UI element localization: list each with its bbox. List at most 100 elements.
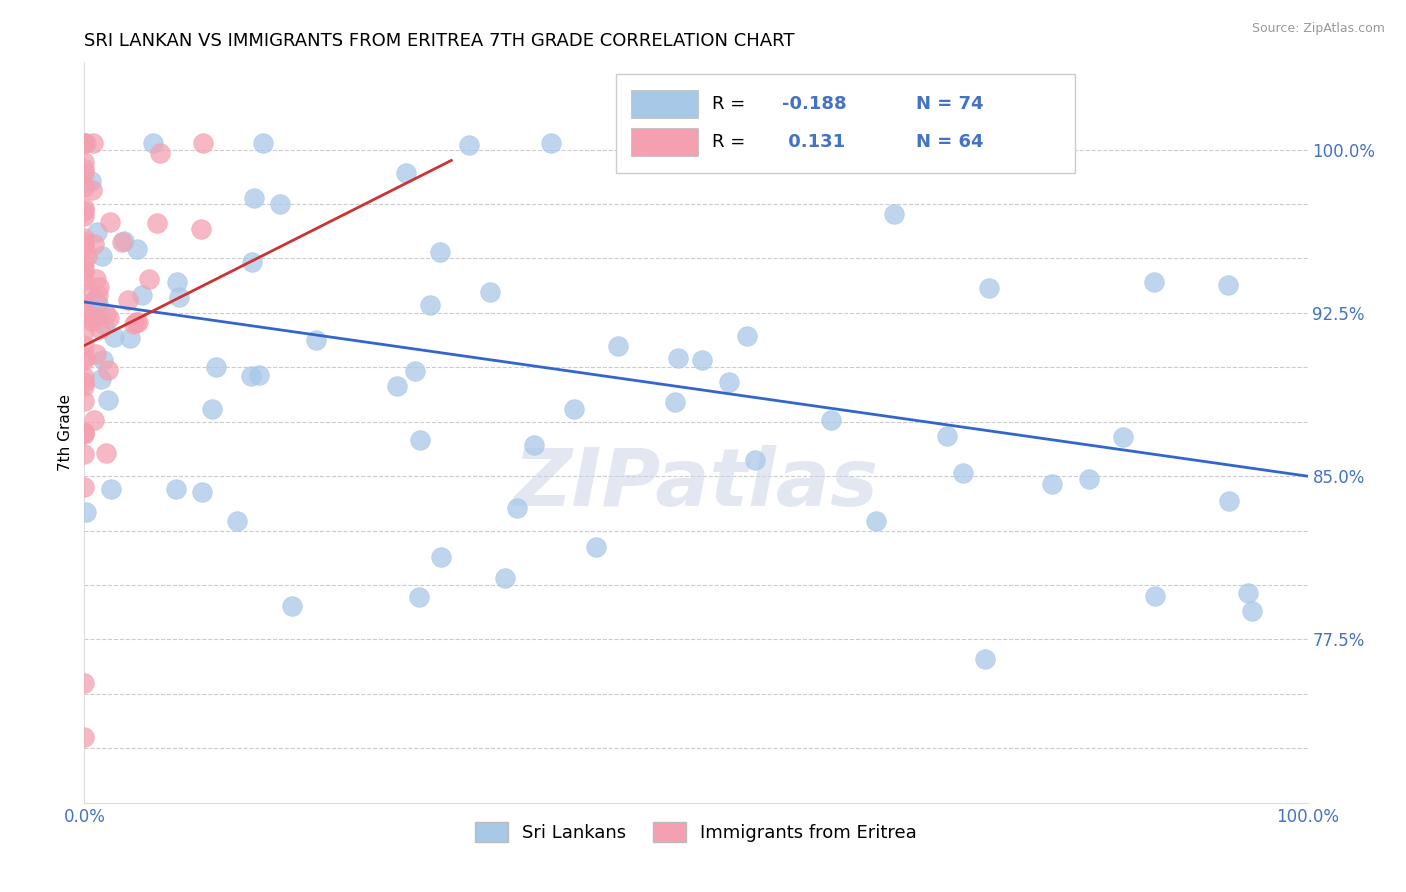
Text: N = 64: N = 64 bbox=[917, 134, 984, 152]
Point bbox=[1142, 275, 1164, 289]
FancyBboxPatch shape bbox=[616, 73, 1076, 173]
Point bbox=[73, 209, 96, 223]
Point bbox=[86, 296, 108, 310]
Point bbox=[73, 297, 96, 311]
Text: R =: R = bbox=[711, 95, 751, 113]
Point bbox=[865, 514, 887, 528]
Point bbox=[73, 425, 96, 440]
Point bbox=[73, 338, 96, 352]
Point bbox=[87, 280, 110, 294]
Point bbox=[73, 155, 96, 169]
Point bbox=[606, 339, 628, 353]
Point bbox=[80, 183, 103, 197]
Point bbox=[73, 308, 96, 322]
Point bbox=[73, 676, 96, 690]
Point bbox=[191, 485, 214, 500]
Point bbox=[404, 364, 426, 378]
Point bbox=[201, 402, 224, 417]
Point bbox=[73, 162, 96, 177]
Point bbox=[84, 347, 107, 361]
Point bbox=[523, 438, 546, 452]
Point bbox=[73, 447, 96, 461]
Point bbox=[666, 351, 689, 365]
Point bbox=[73, 263, 96, 277]
Point bbox=[84, 272, 107, 286]
Point bbox=[977, 281, 1000, 295]
Point bbox=[1218, 494, 1240, 508]
Point bbox=[269, 197, 291, 211]
Point bbox=[83, 236, 105, 251]
Point bbox=[820, 413, 842, 427]
Text: -0.188: -0.188 bbox=[782, 95, 846, 113]
Point bbox=[73, 204, 96, 219]
Point bbox=[93, 318, 115, 333]
Point bbox=[73, 256, 96, 270]
Point bbox=[73, 231, 96, 245]
Point bbox=[96, 363, 118, 377]
Point bbox=[73, 180, 96, 194]
Point bbox=[73, 426, 96, 441]
Point bbox=[281, 599, 304, 613]
Point bbox=[149, 146, 172, 161]
Point bbox=[93, 353, 115, 368]
Point bbox=[252, 136, 274, 150]
Point bbox=[883, 207, 905, 221]
Point bbox=[191, 136, 214, 150]
Point bbox=[166, 275, 188, 289]
Point bbox=[97, 392, 120, 407]
Point bbox=[243, 191, 266, 205]
Point bbox=[73, 237, 96, 252]
Point bbox=[83, 310, 105, 324]
Point bbox=[73, 166, 96, 180]
Point bbox=[73, 324, 96, 338]
Point bbox=[75, 136, 97, 150]
Point bbox=[717, 375, 740, 389]
Point bbox=[82, 136, 104, 150]
Point bbox=[247, 368, 270, 383]
Point bbox=[73, 136, 96, 150]
Point bbox=[103, 330, 125, 344]
FancyBboxPatch shape bbox=[631, 90, 699, 118]
Point bbox=[98, 310, 121, 325]
Point bbox=[114, 234, 136, 248]
Point bbox=[430, 550, 453, 565]
Point bbox=[1237, 586, 1260, 600]
Point bbox=[87, 287, 110, 301]
Point bbox=[385, 379, 408, 393]
Point bbox=[165, 482, 187, 496]
Point bbox=[86, 225, 108, 239]
Point bbox=[73, 201, 96, 215]
Point bbox=[225, 515, 247, 529]
Point bbox=[73, 235, 96, 249]
Point bbox=[73, 375, 96, 389]
Point bbox=[89, 322, 111, 336]
Y-axis label: 7th Grade: 7th Grade bbox=[58, 394, 73, 471]
Point bbox=[73, 369, 96, 384]
Point bbox=[73, 265, 96, 279]
Point bbox=[73, 394, 96, 409]
Point bbox=[73, 352, 96, 367]
Text: SRI LANKAN VS IMMIGRANTS FROM ERITREA 7TH GRADE CORRELATION CHART: SRI LANKAN VS IMMIGRANTS FROM ERITREA 7T… bbox=[84, 32, 794, 50]
Text: 0.131: 0.131 bbox=[782, 134, 845, 152]
Point bbox=[408, 433, 430, 447]
Point bbox=[84, 293, 107, 307]
Point bbox=[73, 305, 96, 319]
Point bbox=[1077, 472, 1099, 486]
Point bbox=[73, 273, 96, 287]
Point bbox=[122, 317, 145, 331]
Point bbox=[98, 215, 121, 229]
Point bbox=[205, 360, 228, 375]
Point bbox=[142, 136, 165, 150]
Point bbox=[138, 272, 160, 286]
Point bbox=[735, 329, 758, 343]
Point bbox=[73, 286, 96, 301]
Point bbox=[506, 500, 529, 515]
Point bbox=[239, 368, 262, 383]
Point bbox=[124, 315, 146, 329]
Point bbox=[419, 298, 441, 312]
Point bbox=[73, 480, 96, 494]
Point bbox=[1112, 430, 1135, 444]
Point bbox=[90, 372, 112, 386]
Point bbox=[458, 138, 481, 153]
Point bbox=[117, 293, 139, 307]
